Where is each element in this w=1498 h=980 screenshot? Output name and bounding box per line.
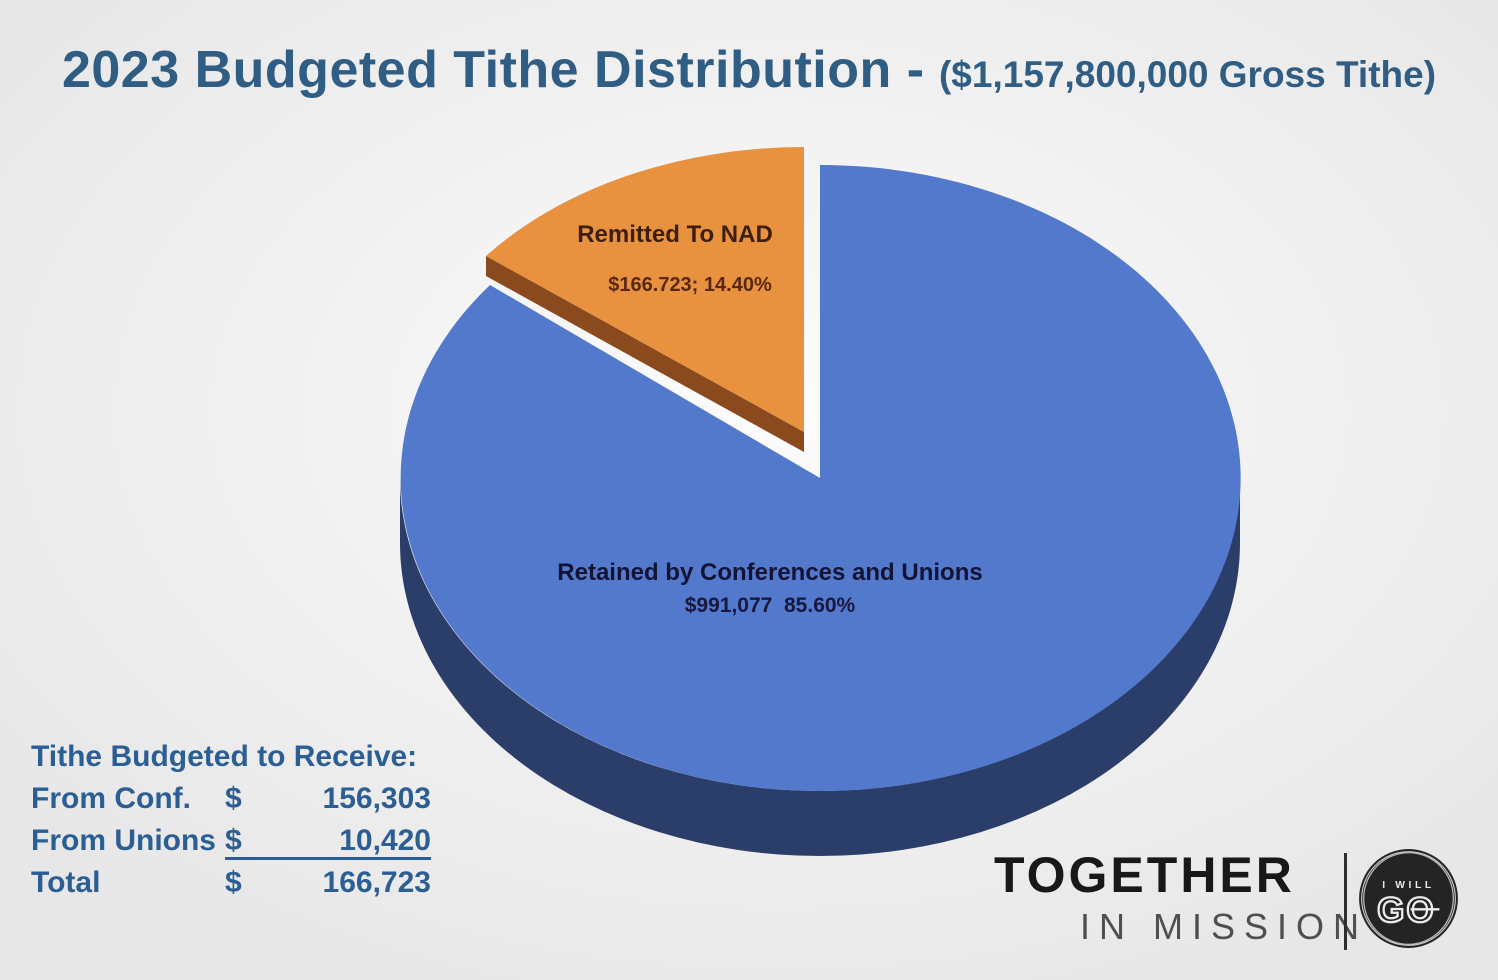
pie-slice-retained-side [400, 478, 1240, 856]
remitted-slice-label: Remitted To NAD [577, 221, 773, 248]
brand-divider [1344, 853, 1347, 950]
retained-slice-label: Retained by Conferences and Unions [557, 559, 983, 586]
i-will-go-logo-icon: I WILL GO [1359, 849, 1458, 948]
row-amount: $ 10,420 [225, 820, 431, 860]
pie-slice-remitted [486, 147, 804, 432]
page-title: 2023 Budgeted Tithe Distribution - ($1,1… [0, 40, 1498, 100]
summary-heading: Tithe Budgeted to Receive: [31, 740, 418, 773]
brand-together: TOGETHER [994, 847, 1295, 903]
summary-row-from-conf: From Conf. $ 156,303 [31, 778, 431, 820]
title-subtitle: ($1,157,800,000 Gross Tithe) [938, 54, 1437, 95]
row-amount: $ 156,303 [225, 778, 431, 820]
row-label: From Unions [31, 824, 216, 857]
remitted-slice-value: $166.723; 14.40% [608, 274, 772, 296]
retained-slice-value: $991,077 85.60% [684, 594, 856, 617]
amount-value: 156,303 [322, 782, 431, 815]
amount-value: 10,420 [339, 824, 431, 857]
summary-row-total: Total $ 166,723 [31, 862, 431, 904]
pie-slice-remitted-side [486, 256, 804, 452]
summary-row-from-unions: From Unions $ 10,420 [31, 820, 431, 862]
badge-main-text: GO [1377, 891, 1436, 930]
badge-top-text: I WILL [1382, 880, 1434, 891]
brand-in-mission: IN MISSION [1080, 906, 1369, 947]
title-main: 2023 Budgeted Tithe Distribution - [61, 41, 925, 99]
currency-symbol: $ [225, 782, 242, 815]
row-amount: $ 166,723 [225, 862, 431, 904]
row-label: From Conf. [31, 782, 191, 815]
row-label: Total [31, 866, 101, 899]
tithe-summary: Tithe Budgeted to Receive: From Conf. $ … [31, 736, 431, 904]
amount-value: 166,723 [322, 866, 431, 899]
pie-slice-retained [400, 164, 1241, 791]
currency-symbol: $ [225, 866, 242, 899]
currency-symbol: $ [225, 824, 242, 857]
